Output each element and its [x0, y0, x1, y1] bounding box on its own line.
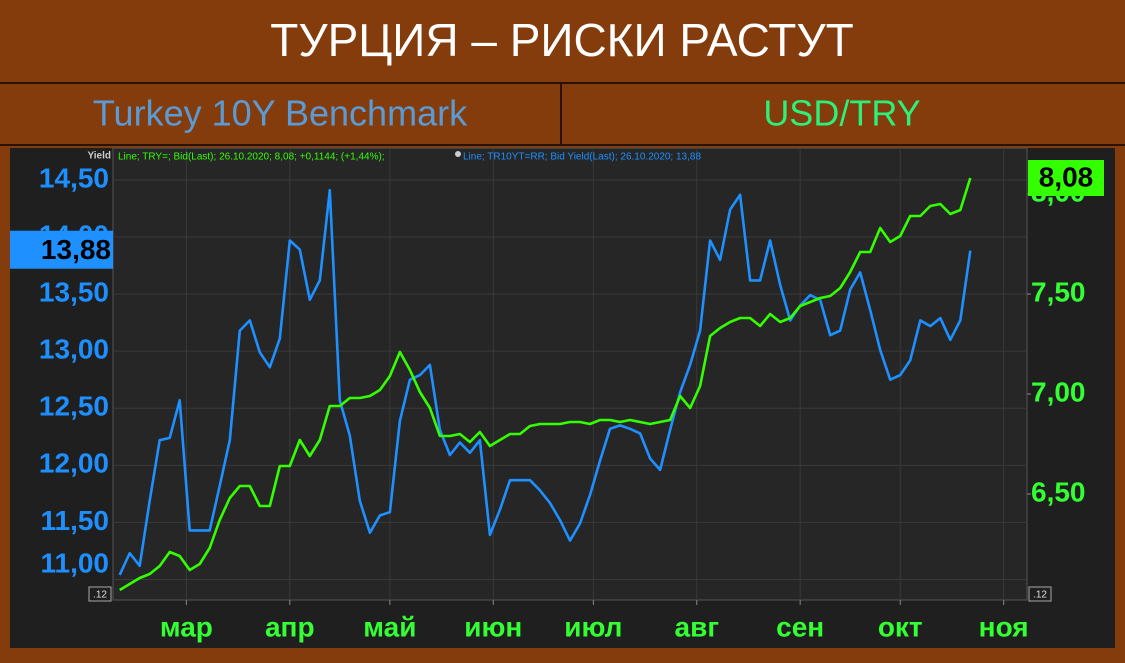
x-tick-label: мар [160, 611, 213, 642]
x-tick-label: окт [878, 611, 923, 642]
x-tick-label: июл [564, 611, 622, 642]
corner-box [1028, 586, 1052, 602]
y2-tick-label: 7,00 [1031, 376, 1086, 407]
data-line [119, 177, 972, 592]
y-tick-label: 11,50 [40, 505, 109, 536]
x-tick-label: апр [265, 611, 315, 642]
y-axis-label: Yield [87, 151, 111, 162]
x-tick-label: май [363, 611, 416, 642]
y2-tick-label: 7,50 [1031, 276, 1086, 307]
y-tick-label: 13,00 [39, 334, 109, 365]
end-value-label: 8,08 [1039, 161, 1094, 192]
y-tick-label: 14,50 [39, 162, 109, 193]
subtitle-right: USD/TRY [763, 93, 920, 134]
legend-icon [455, 151, 461, 157]
legend-entry: Line; TRY=; Bid(Last); 26.10.2020; 8,08;… [118, 152, 385, 163]
y-tick-label: 11,00 [40, 547, 109, 578]
subtitle-left: Turkey 10Y Benchmark [93, 93, 468, 134]
corner-label: .12 [93, 590, 107, 601]
data-line [118, 188, 972, 576]
plot-area [112, 147, 1028, 601]
x-tick-label: июн [464, 611, 522, 642]
y-tick-label: 13,50 [39, 276, 109, 307]
end-value-box [1028, 160, 1104, 196]
end-value-label: 13,88 [41, 234, 111, 265]
legend-entry: Line; TR10YT=RR; Bid Yield(Last); 26.10.… [463, 152, 701, 163]
y-tick-label: 12,00 [39, 448, 109, 479]
corner-box [88, 586, 112, 602]
end-value-box [10, 230, 113, 269]
corner-label: .12 [1033, 590, 1047, 601]
x-tick-label: авг [675, 611, 719, 642]
y2-tick-label: 6,50 [1031, 476, 1086, 507]
x-tick-label: сен [776, 611, 824, 642]
x-tick-label: ноя [979, 611, 1029, 642]
title: ТУРЦИЯ – РИСКИ РАСТУТ [270, 14, 853, 66]
y-tick-label: 12,50 [39, 391, 109, 422]
